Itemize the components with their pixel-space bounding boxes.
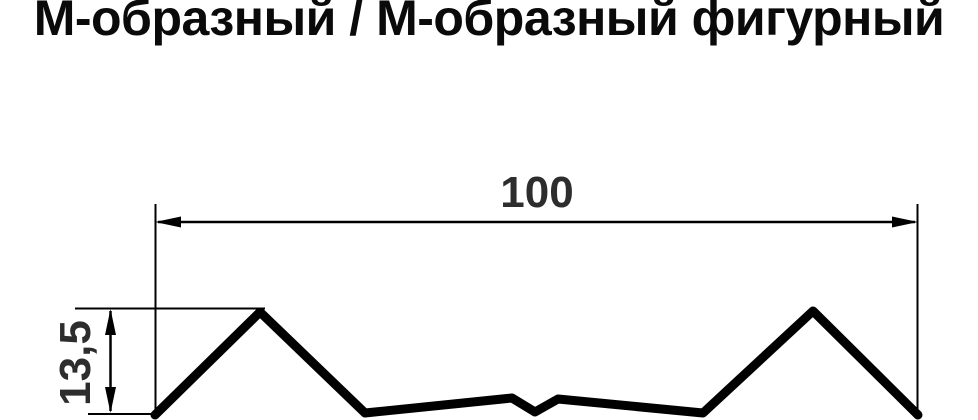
page-title: М-образный / М-образный фигурный xyxy=(33,0,945,46)
width-dim-arrow-right xyxy=(892,216,918,228)
profile-outline xyxy=(150,306,923,420)
height-dim-arrow-down xyxy=(105,387,116,413)
height-dim-arrow-up xyxy=(105,309,116,335)
width-dimension: 100 xyxy=(154,168,919,414)
height-dimension: 13,5 xyxy=(51,307,265,415)
width-dim-label: 100 xyxy=(500,168,573,217)
height-dim-label: 13,5 xyxy=(51,320,100,406)
width-dim-arrow-left xyxy=(155,216,181,228)
